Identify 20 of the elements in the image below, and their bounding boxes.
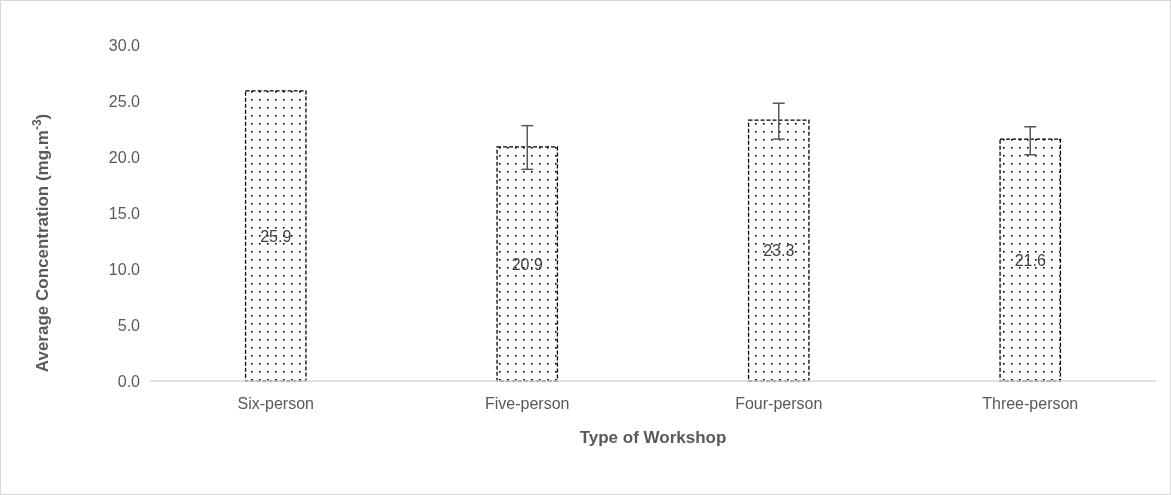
x-tick-label: Five-person	[485, 395, 570, 412]
y-tick-label: 20.0	[108, 148, 141, 166]
data-label: 25.9	[260, 227, 292, 245]
data-label: 21.6	[1014, 251, 1046, 269]
x-axis-title: Type of Workshop	[579, 428, 727, 447]
data-label: 20.9	[511, 255, 543, 273]
y-tick-label: 30.0	[108, 36, 141, 54]
bar	[999, 138, 1062, 382]
bar	[244, 90, 307, 382]
y-tick-label: 25.0	[108, 92, 141, 110]
y-tick-label: 5.0	[117, 316, 141, 334]
x-tick-label: Six-person	[237, 395, 314, 412]
x-tick-label: Four-person	[735, 395, 823, 412]
data-label: 23.3	[763, 242, 795, 260]
y-tick-label: 15.0	[108, 204, 141, 222]
x-tick-label: Three-person	[982, 395, 1079, 412]
bar	[496, 146, 559, 382]
bar	[747, 119, 810, 382]
y-tick-label: 0.0	[117, 372, 141, 390]
y-tick-label: 10.0	[108, 260, 141, 278]
